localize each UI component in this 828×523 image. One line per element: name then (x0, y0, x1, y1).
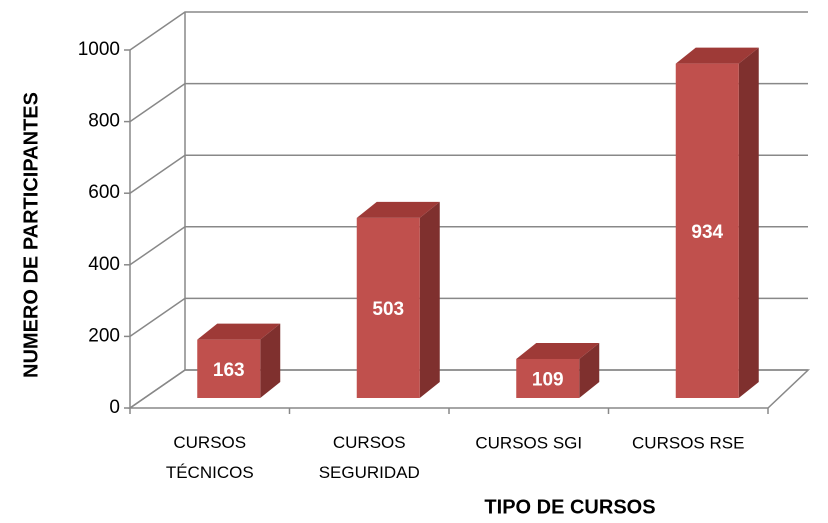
bar-side (419, 201, 440, 398)
y-axis-title: NUMERO DE PARTICIPANTES (20, 92, 42, 378)
bar-side (579, 342, 600, 398)
grid-line (129, 11, 808, 51)
grid-line (129, 82, 808, 123)
bar (516, 358, 580, 398)
bar-side (738, 47, 759, 399)
grid-line (129, 369, 808, 409)
grid-line (129, 226, 808, 266)
grid-line (129, 154, 808, 194)
bar (675, 63, 739, 399)
value-label: 109 (532, 370, 564, 391)
x-tick-label: CURSOS SEGURIDAD (319, 433, 420, 482)
bar-top (516, 342, 600, 359)
x-tick-label: CURSOS RSE (632, 433, 744, 452)
value-label: 503 (372, 299, 404, 320)
x-tick-label: CURSOS SGI (475, 433, 582, 452)
value-label: 163 (213, 360, 245, 381)
bar (197, 339, 261, 398)
y-tick-label: 600 (88, 182, 120, 203)
y-tick-label: 400 (88, 254, 120, 275)
x-tick-label: CURSOS TÉCNICOS (166, 433, 254, 482)
bar-top (356, 201, 440, 218)
y-tick-label: 1000 (78, 39, 120, 60)
bar (356, 217, 420, 398)
bar-top (675, 47, 759, 64)
value-label: 934 (691, 222, 723, 243)
x-axis-title: TIPO DE CURSOS (484, 496, 655, 518)
grid-line (129, 297, 808, 338)
bar-top (197, 323, 281, 340)
y-tick-label: 800 (88, 111, 120, 132)
y-tick-label: 0 (109, 397, 120, 418)
y-tick-label: 200 (88, 325, 120, 346)
bar-side (260, 323, 281, 398)
